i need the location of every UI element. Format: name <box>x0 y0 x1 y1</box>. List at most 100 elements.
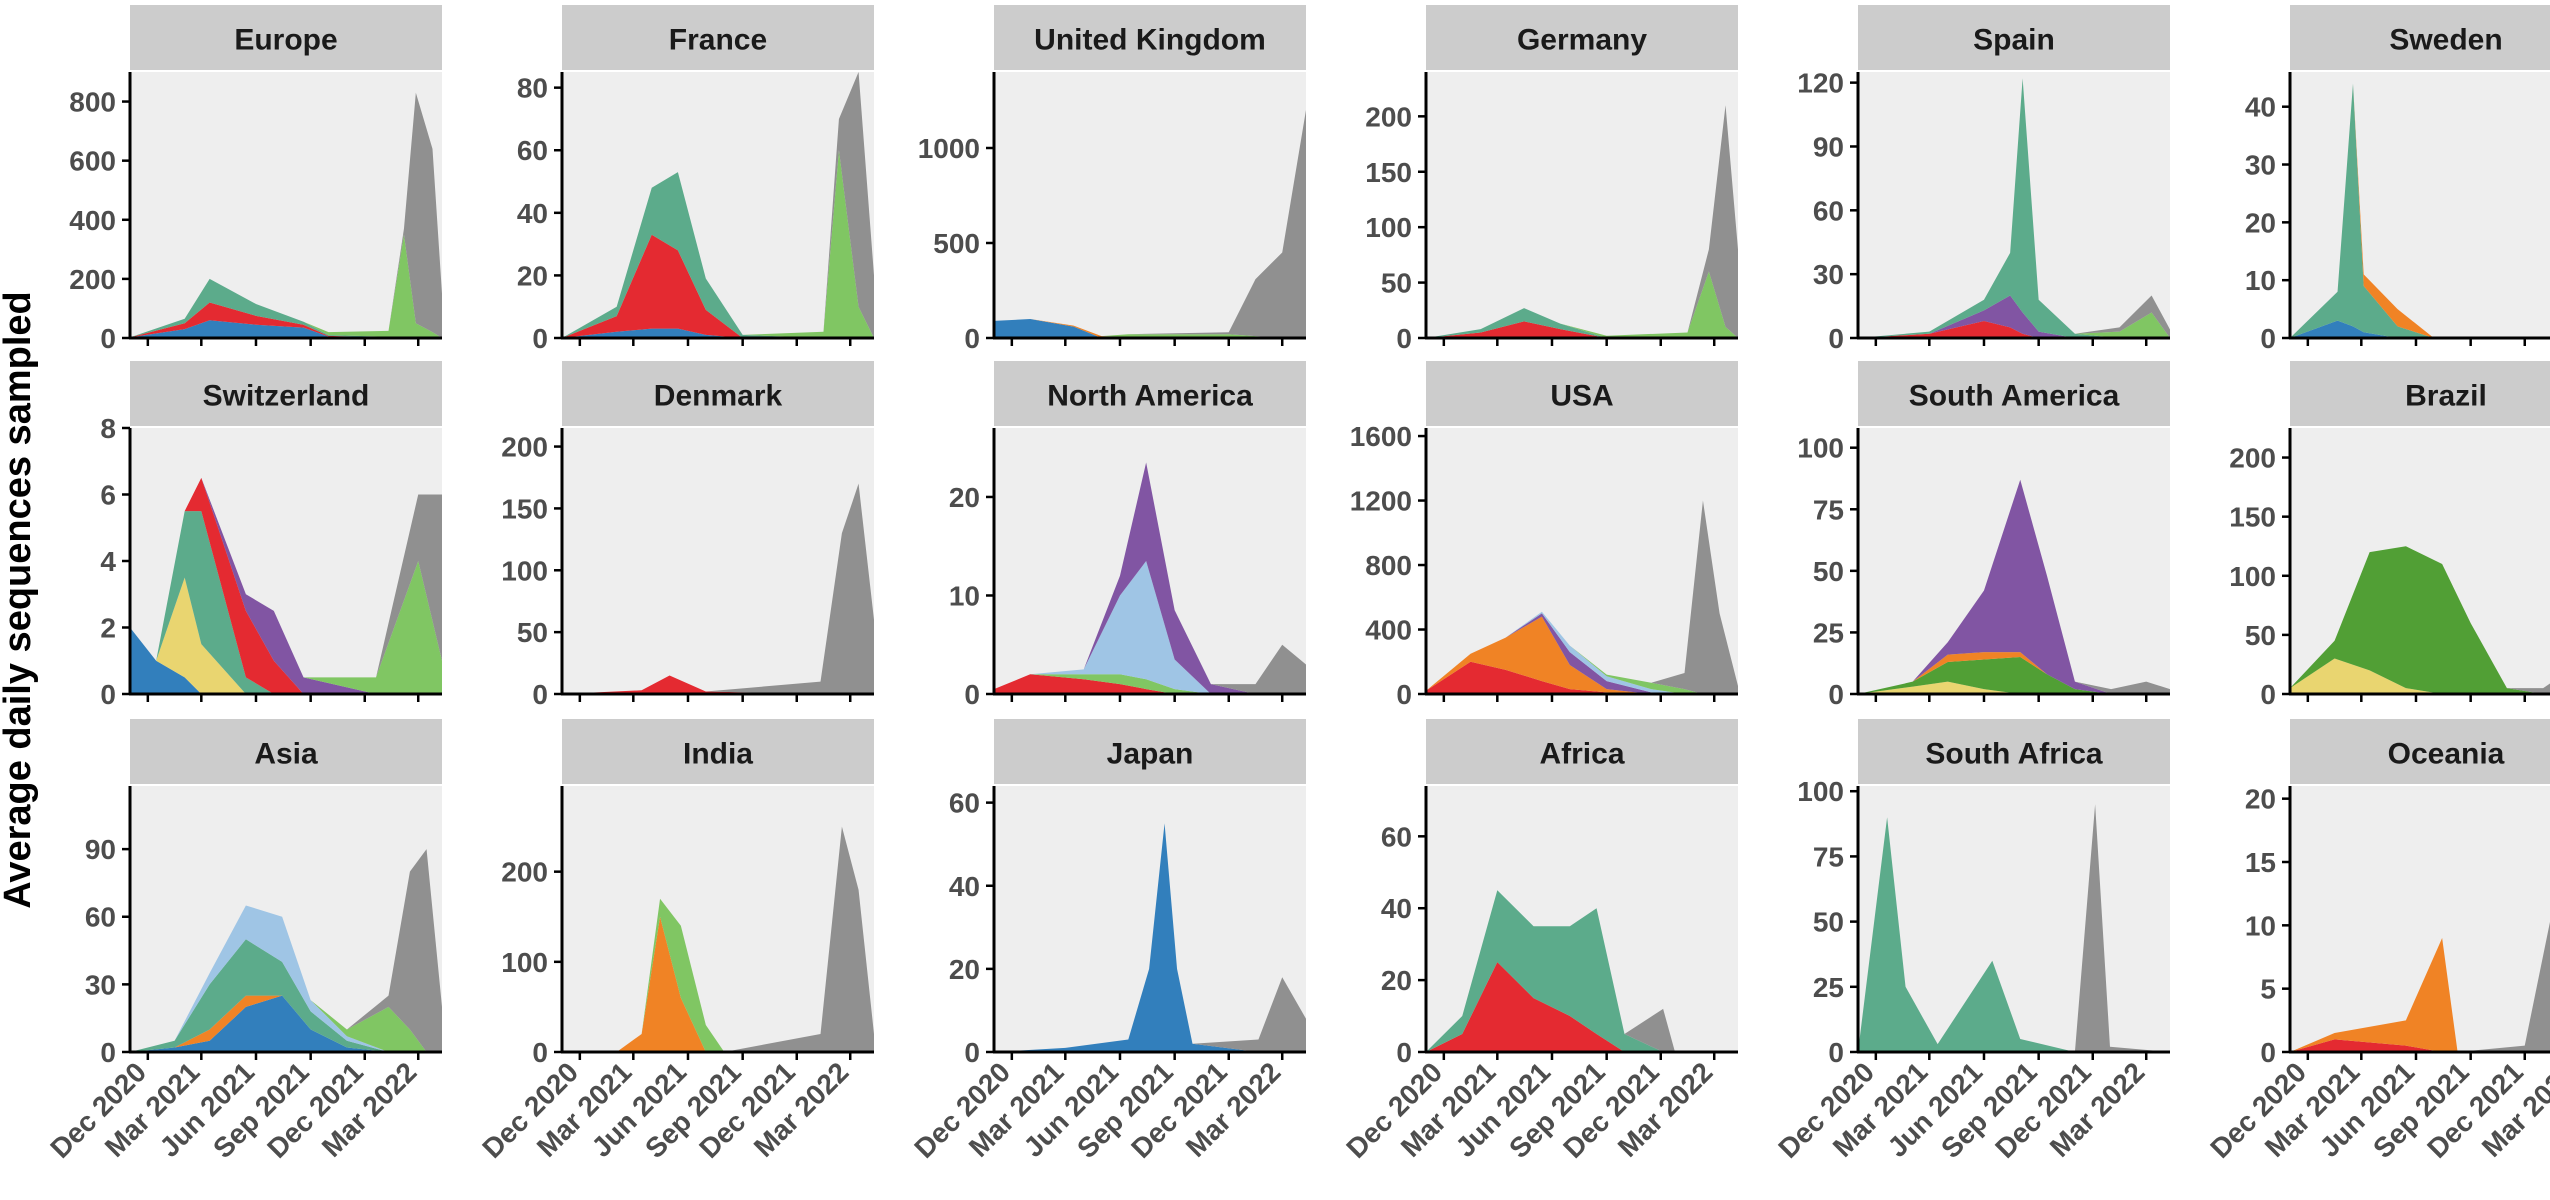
y-tick-label: 800 <box>69 87 116 118</box>
y-tick-label: 40 <box>2245 92 2276 123</box>
series-area-blue <box>994 319 1306 338</box>
y-tick-label: 50 <box>1813 556 1844 587</box>
y-tick-label: 25 <box>1813 972 1844 1003</box>
y-tick-label: 1000 <box>918 133 980 164</box>
y-tick-label: 500 <box>933 228 980 259</box>
y-axis-label: Average daily sequences sampled <box>0 291 39 908</box>
y-tick-label: 80 <box>517 73 548 104</box>
y-tick-label: 10 <box>2245 265 2276 296</box>
series-area-purple <box>1858 295 2170 338</box>
y-tick-label: 100 <box>1797 433 1844 464</box>
series-area-teal <box>562 172 874 338</box>
facet-south-america: South America 0 25 50 75 100 <box>1797 361 2170 710</box>
y-tick-label: 20 <box>949 482 980 513</box>
facet-strip <box>994 5 1306 70</box>
y-tick-label: 10 <box>949 580 980 611</box>
series-area-red <box>2290 1039 2550 1052</box>
y-tick-label: 40 <box>949 871 980 902</box>
y-tick-label: 40 <box>517 198 548 229</box>
y-tick-label: 20 <box>2245 207 2276 238</box>
facet-strip <box>1858 5 2170 70</box>
facet-panels: Europe0200400600800France020406080United… <box>44 5 2550 1164</box>
y-tick-label: 150 <box>2229 502 2276 533</box>
series-area-grey <box>1858 78 2170 338</box>
series-area-orange <box>1426 616 1738 694</box>
y-tick-label: 100 <box>2229 561 2276 592</box>
y-tick-label: 1200 <box>1350 486 1412 517</box>
facet-france: France 0 20 40 60 80 <box>517 5 874 354</box>
series-area-lightgreen <box>1426 271 1738 338</box>
facet-brazil: Brazil 0 50 100 150 200 <box>2229 361 2550 710</box>
facet-title: Europe <box>234 24 337 57</box>
y-tick-label: 200 <box>501 432 548 463</box>
y-tick-label: 200 <box>1365 101 1412 132</box>
series-area-purple <box>994 462 1306 694</box>
y-tick-label: 20 <box>2245 784 2276 815</box>
series-area-grey <box>994 823 1306 1052</box>
y-tick-label: 6 <box>100 480 116 511</box>
y-tick-label: 90 <box>85 834 116 865</box>
y-tick-label: 0 <box>964 323 980 354</box>
series-area-grey <box>1426 500 1738 694</box>
y-tick-label: 0 <box>1828 679 1844 710</box>
y-tick-label: 120 <box>1797 68 1844 99</box>
y-tick-label: 0 <box>2260 323 2276 354</box>
y-tick-label: 200 <box>2229 443 2276 474</box>
y-tick-label: 0 <box>1396 1037 1412 1068</box>
facet-united-kingdom: United Kingdom 0 500 1000 <box>918 5 1306 354</box>
series-area-lightgreen <box>130 234 442 338</box>
facet-strip <box>1858 361 2170 426</box>
series-area-red <box>130 477 442 694</box>
facet-strip <box>2290 5 2550 70</box>
y-tick-label: 100 <box>501 555 548 586</box>
y-tick-label: 5 <box>2260 974 2276 1005</box>
y-tick-label: 0 <box>1396 323 1412 354</box>
facet-title: North America <box>1047 380 1253 413</box>
facet-title: South America <box>1909 380 2120 413</box>
facet-title: Oceania <box>2388 738 2505 771</box>
y-tick-label: 25 <box>1813 617 1844 648</box>
series-area-teal <box>130 278 442 338</box>
y-tick-label: 400 <box>1365 615 1412 646</box>
series-area-blue <box>130 627 442 694</box>
series-area-red <box>1858 320 2170 338</box>
y-tick-label: 0 <box>964 679 980 710</box>
facet-title: South Africa <box>1925 738 2103 771</box>
series-area-grey <box>1426 890 1738 1052</box>
series-area-red <box>562 234 874 338</box>
facet-strip <box>2290 719 2550 784</box>
series-area-teal <box>1858 78 2170 338</box>
y-tick-label: 90 <box>1813 131 1844 162</box>
facet-strip <box>130 361 442 426</box>
y-tick-label: 20 <box>517 260 548 291</box>
y-tick-label: 50 <box>517 617 548 648</box>
y-tick-label: 0 <box>100 323 116 354</box>
y-tick-label: 0 <box>1396 679 1412 710</box>
series-area-blue <box>562 328 874 338</box>
series-area-lightgreen <box>130 905 442 1052</box>
series-area-green <box>2290 546 2550 694</box>
y-tick-label: 50 <box>1813 907 1844 938</box>
series-area-teal <box>1426 890 1738 1052</box>
series-area-yellow <box>2290 658 2550 694</box>
facet-strip <box>1426 361 1738 426</box>
facet-strip <box>2290 361 2550 426</box>
facet-usa: USA 0 400 800 1200 1600 <box>1350 361 1738 710</box>
series-area-red <box>994 674 1306 694</box>
panel-background <box>2290 72 2550 338</box>
facet-title: Asia <box>254 738 318 771</box>
series-area-red <box>1426 321 1738 338</box>
facet-title: India <box>683 738 753 771</box>
facet-germany: Germany 0 50 100 150 200 <box>1365 5 1738 354</box>
facet-title: France <box>669 24 767 57</box>
y-tick-label: 1600 <box>1350 421 1412 452</box>
facet-europe: Europe 0 200 400 600 800 <box>69 5 442 354</box>
facet-strip <box>130 5 442 70</box>
y-tick-label: 200 <box>69 264 116 295</box>
y-tick-label: 0 <box>532 1037 548 1068</box>
